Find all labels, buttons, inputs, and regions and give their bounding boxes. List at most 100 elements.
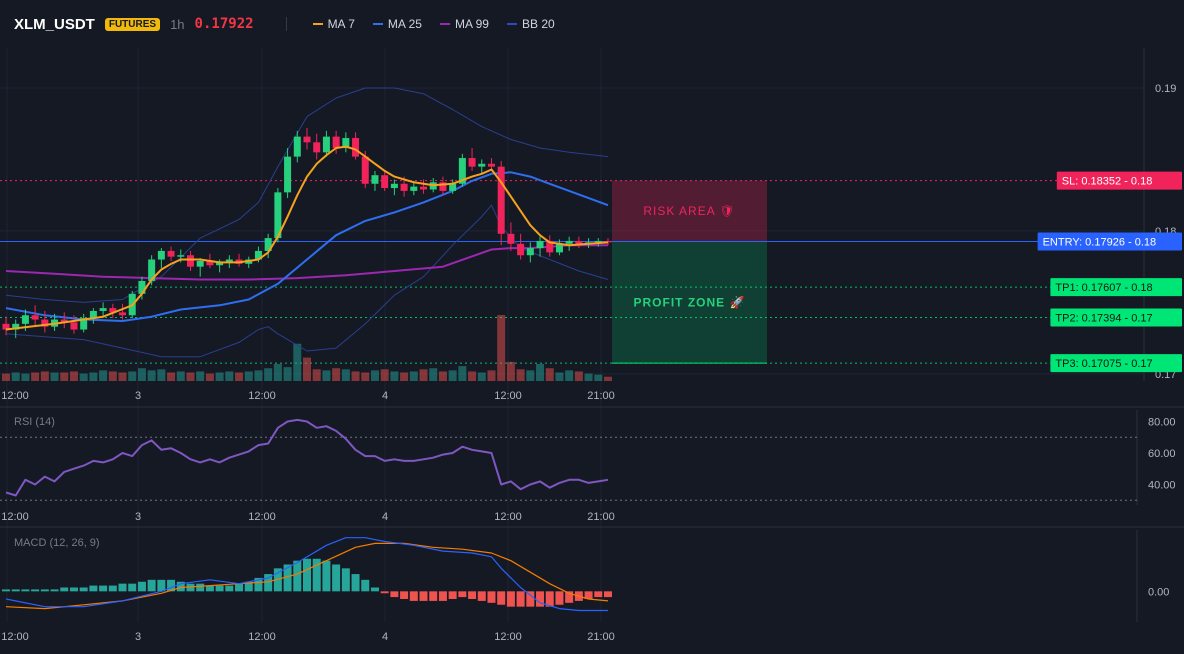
volume-bar xyxy=(526,370,535,381)
macd-histogram-bar xyxy=(235,583,244,592)
candle-body xyxy=(371,175,379,184)
legend-bb20-swatch xyxy=(506,23,517,25)
macd-histogram-bar xyxy=(50,589,59,592)
symbol-name[interactable]: XLM_USDT xyxy=(14,15,95,33)
volume-bar xyxy=(2,373,10,381)
volume-bar xyxy=(312,369,321,381)
candle-body xyxy=(565,240,573,244)
tp1-tag xyxy=(1050,278,1182,297)
volume-bar xyxy=(555,372,564,381)
volume-bar xyxy=(235,372,244,381)
volume-bar xyxy=(137,368,146,381)
volume-bar xyxy=(409,371,418,381)
volume-bar xyxy=(516,369,525,381)
macd-histogram-bar xyxy=(458,591,467,598)
volume-bar xyxy=(351,371,360,381)
legend-ma7[interactable]: MA 7 xyxy=(312,17,355,31)
macd-histogram-bar xyxy=(400,591,409,599)
macd-histogram-bar xyxy=(361,579,370,592)
legend-ma99-swatch xyxy=(439,23,450,25)
candle-body xyxy=(21,315,29,324)
last-price: 0.17922 xyxy=(194,16,254,32)
macd-histogram-bar xyxy=(322,560,331,592)
macd-histogram-bar xyxy=(594,591,603,598)
x-tick-label-price: 3 xyxy=(135,390,141,402)
volume-bar xyxy=(506,361,515,381)
volume-bar xyxy=(283,367,292,381)
macd-histogram-bar xyxy=(283,564,292,592)
candle-body xyxy=(507,233,515,244)
volume-bar xyxy=(293,343,302,381)
timeframe-label[interactable]: 1h xyxy=(170,16,185,32)
macd-histogram-bar xyxy=(312,558,321,592)
candle-body xyxy=(390,183,398,189)
macd-histogram-bar xyxy=(147,579,156,592)
volume-bar xyxy=(419,369,428,381)
macd-histogram-bar xyxy=(215,585,224,592)
candle-body xyxy=(546,240,554,253)
macd-histogram-bar xyxy=(526,591,535,607)
candle-body xyxy=(99,308,107,311)
macd-histogram-bar xyxy=(380,591,389,594)
chart-header: XLM_USDT FUTURES 1h 0.17922 MA 7 MA 25 M… xyxy=(14,14,563,34)
macd-histogram-bar xyxy=(351,574,360,592)
macd-histogram-bar xyxy=(477,591,486,601)
risk-area-label: RISK AREA 🛡 xyxy=(643,204,735,218)
volume-bar xyxy=(341,369,350,381)
volume-bar xyxy=(196,371,205,381)
macd-histogram-bar xyxy=(244,581,253,592)
candle-body xyxy=(2,323,10,330)
legend-ma99[interactable]: MA 99 xyxy=(439,17,489,31)
macd-histogram-bar xyxy=(370,587,379,592)
candle-body xyxy=(410,186,418,191)
volume-bar xyxy=(108,371,117,381)
macd-histogram-bar xyxy=(118,583,127,592)
macd-histogram-bar xyxy=(341,568,350,592)
candle-body xyxy=(332,136,340,149)
candle-body xyxy=(400,183,408,191)
volume-bar xyxy=(264,368,273,381)
candle-body xyxy=(80,318,88,330)
legend-bb20[interactable]: BB 20 xyxy=(506,17,555,31)
candle-body xyxy=(225,259,233,263)
candle-body xyxy=(41,319,49,327)
macd-histogram-bar xyxy=(390,591,399,598)
volume-bar xyxy=(21,373,30,381)
candle-body xyxy=(352,138,360,157)
volume-bar xyxy=(273,363,282,381)
legend-ma99-label: MA 99 xyxy=(454,17,489,31)
volume-bar xyxy=(215,372,224,381)
macd-histogram-bar xyxy=(409,591,418,601)
rsi-line xyxy=(5,418,609,497)
rsi-title: RSI (14) xyxy=(14,416,55,428)
x-tick-label-price: 4 xyxy=(382,390,388,402)
macd-histogram-bar xyxy=(264,574,273,592)
legend-ma7-label: MA 7 xyxy=(327,17,355,31)
volume-bar xyxy=(89,372,98,381)
tp2-label: TP2: 0.17394 - 0.17 xyxy=(1055,313,1152,325)
x-tick-label-macd: 12:00 xyxy=(494,631,522,643)
bb-lower-line xyxy=(5,204,609,358)
sl-tag xyxy=(1056,171,1182,190)
volume-bar xyxy=(50,372,59,381)
candle-body xyxy=(109,308,117,313)
candle-body xyxy=(497,166,505,234)
macd-histogram-bar xyxy=(497,591,506,605)
candle-body xyxy=(517,243,525,256)
macd-title: MACD (12, 26, 9) xyxy=(14,537,100,549)
legend-ma25[interactable]: MA 25 xyxy=(372,17,422,31)
candle-body xyxy=(177,255,185,257)
candle-body xyxy=(167,250,175,257)
candle-body xyxy=(12,323,20,330)
bb-upper-line xyxy=(5,87,609,303)
volume-bar xyxy=(128,371,137,381)
x-tick-label-rsi: 12:00 xyxy=(494,511,522,523)
macd-histogram-bar xyxy=(11,589,20,592)
volume-bar xyxy=(361,372,370,381)
candle-body xyxy=(157,250,165,260)
x-tick-label-rsi: 12:00 xyxy=(1,511,29,523)
x-tick-label-macd: 3 xyxy=(135,631,141,643)
candle-body xyxy=(594,240,602,243)
x-tick-label-macd: 12:00 xyxy=(1,631,29,643)
